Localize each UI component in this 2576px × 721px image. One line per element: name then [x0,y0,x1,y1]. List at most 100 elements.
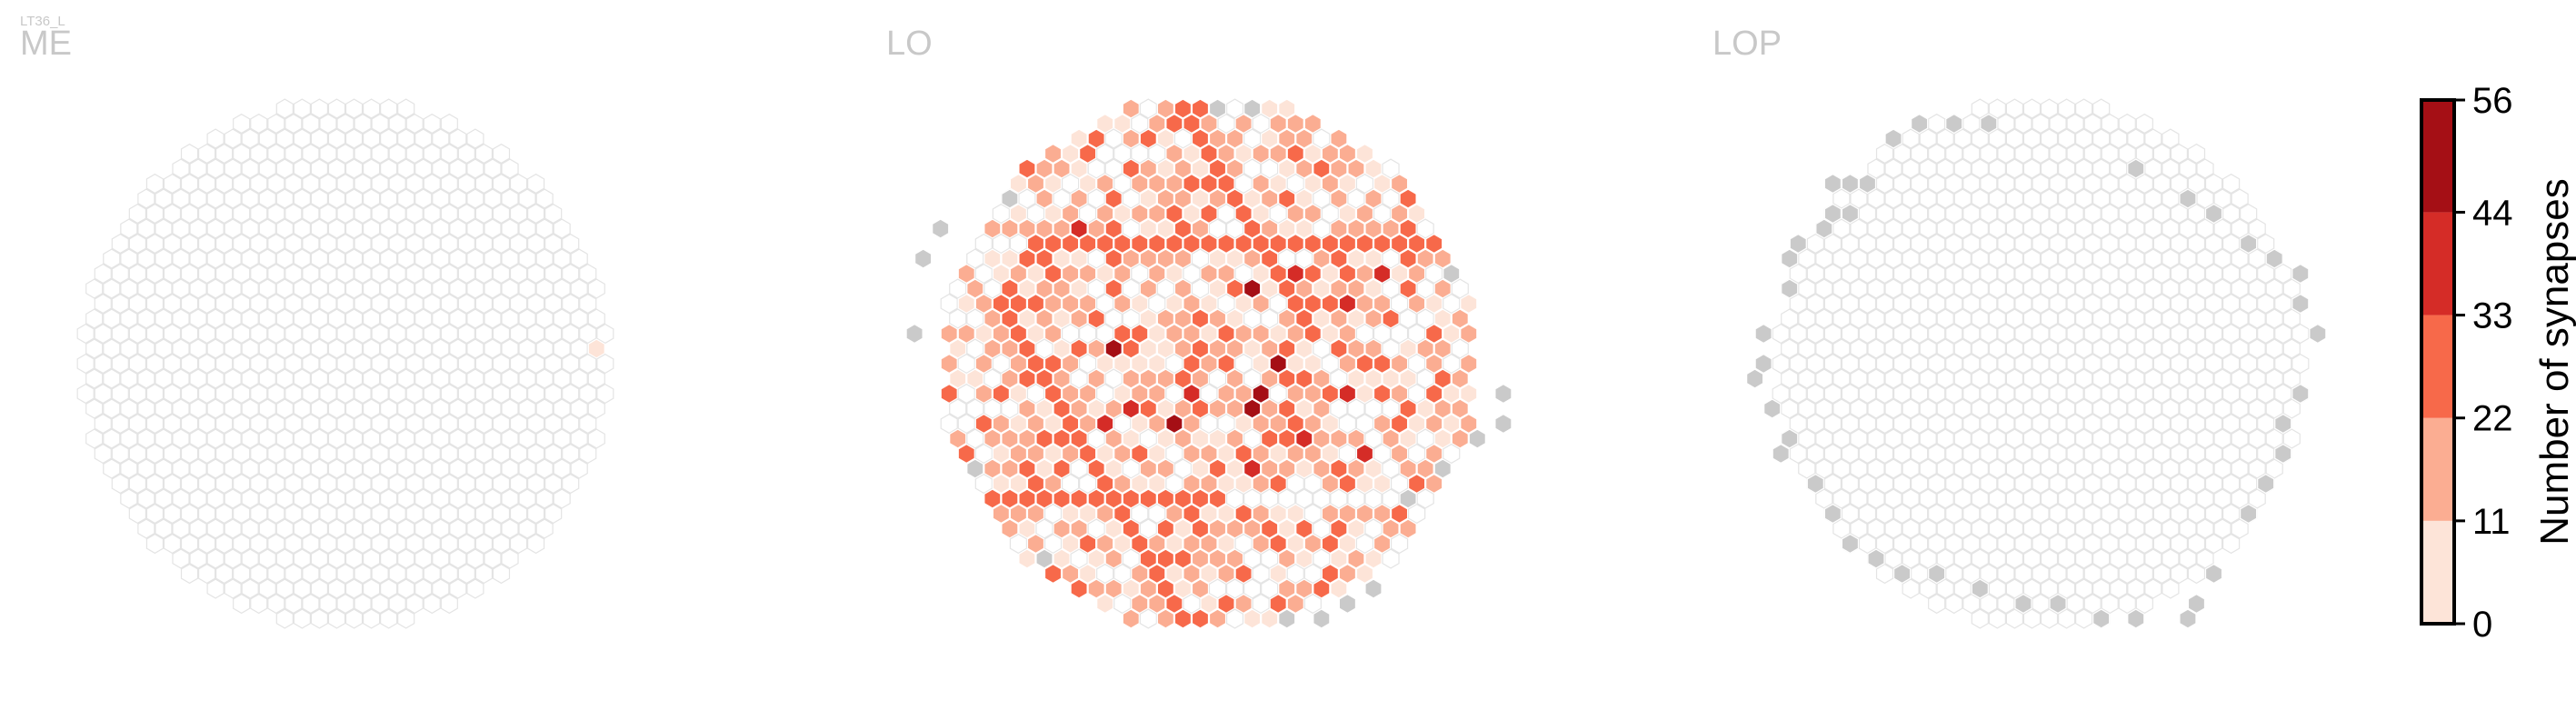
hex-cell-me [206,188,225,209]
hex-outside-lo [966,458,984,479]
hex-cell-lo [1165,263,1183,285]
hex-cell-lo [1321,203,1339,225]
hex-cell-lop [2274,263,2292,285]
hex-cell-me [457,263,475,285]
hex-cell-lop [1980,443,1998,465]
hex-cell-me [484,488,502,509]
hex-cell-me [492,473,511,495]
hex-cell-lo [1183,563,1201,585]
hex-cell-lop [2032,203,2050,225]
hex-cell-lop [2204,353,2223,375]
hex-cell-me [362,248,381,269]
hex-cell-lop [2049,533,2067,555]
hex-cell-lo [1330,308,1348,329]
hex-cell-lop [2179,518,2197,539]
hex-cell-lop [2118,563,2136,585]
hex-cell-lo [1286,293,1304,315]
hex-cell-lop [2040,158,2059,179]
hex-cell-me [380,578,398,599]
hex-cell-lo [1173,158,1193,179]
hex-cell-me [371,353,389,375]
hex-cell-lop [2231,308,2249,329]
hex-cell-lop [1781,338,1799,359]
hex-cell-me [319,503,337,525]
hex-cell-me [137,368,155,389]
hex-cell-lop [1953,368,1972,389]
hex-cell-me [128,203,146,225]
hex-cell-lo [1225,608,1244,629]
hex-cell-lop [2083,413,2102,435]
hex-cell-lo [1131,323,1149,345]
hex-cell-lo [1173,308,1193,329]
hex-cell-lop [2179,488,2197,509]
hex-cell-me [405,443,424,465]
hex-cell-lop [2032,263,2050,285]
hex-cell-lo [1183,443,1201,465]
hex-cell-lop [2040,518,2059,539]
hex-cell-lop [2248,488,2266,509]
hex-cell-me [440,113,458,135]
hex-cell-lo [1035,488,1053,509]
hex-cell-lop [2231,458,2249,479]
hex-cell-lo [1373,503,1392,525]
hex-cell-lo [1217,503,1235,525]
hex-cell-me [215,353,234,375]
hex-outside-lop [1781,428,1799,449]
hex-cell-lo [1139,158,1157,179]
hex-cell-me [285,293,303,315]
hex-cell-lo [1148,113,1166,135]
hex-cell-me [275,578,294,599]
hex-cell-me [111,353,129,375]
hex-outside-lop [1823,203,1842,225]
hex-cell-me [405,203,424,225]
hex-cell-lop [2187,413,2206,435]
hex-cell-lo [966,398,984,419]
hex-cell-lo [1096,173,1114,195]
hex-cell-lo [1443,323,1461,345]
hex-cell-lop [1997,413,2015,435]
hex-cell-me [380,128,398,149]
hex-cell-lop [1962,413,1981,435]
hex-cell-me [155,518,173,539]
hex-cell-lop [1945,443,1963,465]
hex-cell-lo [1122,548,1140,569]
hex-cell-lo [1225,338,1244,359]
hex-cell-lo [1148,353,1166,375]
hex-cell-lo [1243,278,1262,299]
hex-cell-me [344,128,364,149]
hex-cell-lo [1460,323,1478,345]
hex-cell-me [319,593,337,615]
hex-cell-me [562,473,580,495]
hex-cell-me [319,413,337,435]
hex-cell-lop [2040,428,2059,449]
hex-cell-lop [2032,233,2050,255]
hex-cell-lo [1382,488,1400,509]
hex-cell-me [414,158,433,179]
hex-cell-lop [1850,248,1868,269]
hex-cell-me [440,143,458,165]
hex-cell-lop [1988,128,2006,149]
hex-cell-lo [1382,278,1400,299]
hex-cell-lop [2075,128,2093,149]
hex-cell-lo [1373,443,1392,465]
hex-cell-lop [2083,443,2102,465]
hex-cell-lop [2110,428,2128,449]
hex-cell-lop [1902,518,1920,539]
hex-cell-lop [2057,128,2076,149]
hex-cell-me [267,263,285,285]
hex-cell-lo [1070,188,1088,209]
hex-cell-lo [1321,413,1339,435]
hex-cell-me [484,248,502,269]
hex-cell-me [163,473,182,495]
hex-cell-lo [1364,368,1383,389]
hex-cell-me [163,383,182,405]
hex-cell-me [380,518,398,539]
hex-cell-me [397,218,415,239]
hex-cell-lo [1269,173,1287,195]
hex-cell-lo [1026,383,1045,405]
hex-cell-lo [1113,113,1132,135]
hex-cell-lop [1962,353,1981,375]
hex-cell-lop [1962,593,1981,615]
hex-cell-lop [1997,593,2015,615]
